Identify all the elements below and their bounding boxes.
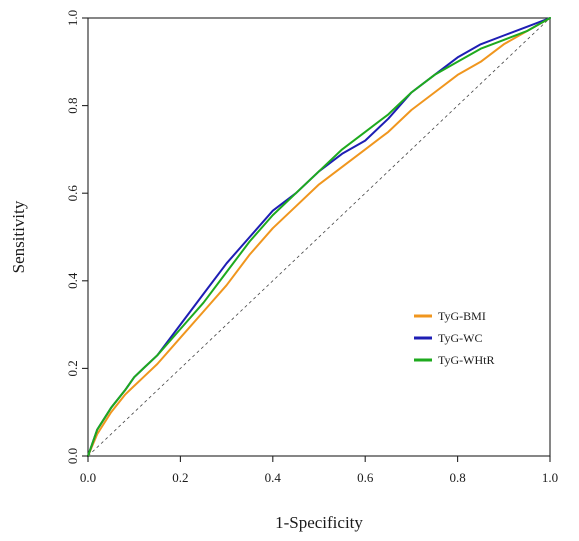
x-tick-label: 0.0 <box>80 470 96 485</box>
legend-label-tyg-bmi: TyG-BMI <box>438 309 486 323</box>
y-tick-label: 0.2 <box>65 360 80 376</box>
y-tick-label: 0.6 <box>65 185 80 202</box>
reference-diagonal-line <box>87 17 551 457</box>
y-axis-ticks: 0.0 0.2 0.4 0.6 0.8 1.0 <box>65 10 88 464</box>
y-tick-label: 0.8 <box>65 97 80 113</box>
y-axis-title: Sensitivity <box>9 200 28 273</box>
plot-frame-group <box>87 17 551 457</box>
plot-frame <box>87 17 551 457</box>
y-tick-label: 1.0 <box>65 10 80 26</box>
x-axis-title: 1-Specificity <box>275 513 363 532</box>
legend: TyG-BMI TyG-WC TyG-WHtR <box>414 309 494 367</box>
x-tick-label: 1.0 <box>542 470 558 485</box>
roc-curve-tyg-bmi <box>87 17 551 457</box>
y-tick-label: 0.4 <box>65 272 80 289</box>
x-tick-label: 0.2 <box>172 470 188 485</box>
x-axis-ticks: 0.0 0.2 0.4 0.6 0.8 1.0 <box>80 456 558 485</box>
x-tick-label: 0.6 <box>357 470 374 485</box>
y-tick-label: 0.0 <box>65 448 80 464</box>
reference-line-group <box>87 17 551 457</box>
x-tick-label: 0.8 <box>449 470 465 485</box>
roc-curves-group <box>87 17 551 457</box>
legend-label-tyg-whtr: TyG-WHtR <box>438 353 494 367</box>
roc-curve-tyg-whtr <box>87 17 551 457</box>
x-tick-label: 0.4 <box>265 470 282 485</box>
legend-label-tyg-wc: TyG-WC <box>438 331 482 345</box>
